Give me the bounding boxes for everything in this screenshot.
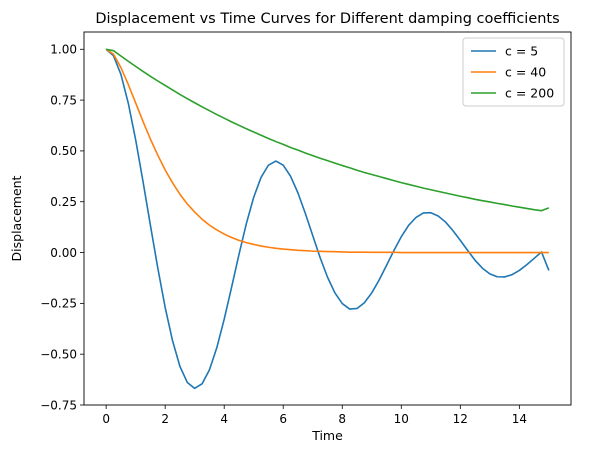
plot-frame bbox=[83, 31, 572, 406]
y-axis-ticks: −0.75 −0.50 −0.25 0.00 0.25 0.50 0.75 1.00 bbox=[40, 43, 84, 412]
y-tick-label: −0.75 bbox=[40, 398, 77, 412]
plot-area bbox=[105, 48, 550, 390]
x-axis-ticks: 0 2 4 6 8 10 12 14 bbox=[102, 405, 527, 426]
series-line-2 bbox=[105, 48, 549, 254]
y-tick-label: 0.25 bbox=[50, 195, 77, 209]
y-tick-label: 0.75 bbox=[50, 93, 77, 107]
x-tick-label: 0 bbox=[102, 412, 110, 426]
x-tick-label: 14 bbox=[512, 412, 527, 426]
legend: c = 5 c = 40 c = 200 bbox=[462, 37, 565, 107]
y-tick-label: 0.00 bbox=[50, 246, 77, 260]
x-tick-label: 12 bbox=[453, 412, 468, 426]
x-tick-label: 8 bbox=[338, 412, 346, 426]
y-tick-label: −0.50 bbox=[40, 347, 77, 361]
chart-title: Displacement vs Time Curves for Differen… bbox=[95, 11, 559, 27]
y-tick-label: −0.25 bbox=[40, 297, 77, 311]
series-line-1 bbox=[105, 48, 550, 390]
legend-label: c = 5 bbox=[505, 44, 538, 59]
legend-label: c = 200 bbox=[505, 86, 554, 101]
y-tick-label: 1.00 bbox=[50, 43, 77, 57]
series-line-3 bbox=[105, 48, 550, 212]
y-tick-label: 0.50 bbox=[50, 144, 77, 158]
legend-label: c = 40 bbox=[505, 65, 546, 80]
legend-box bbox=[462, 37, 565, 107]
x-axis-label: Time bbox=[311, 428, 343, 443]
x-tick-label: 6 bbox=[279, 412, 287, 426]
x-tick-label: 2 bbox=[161, 412, 169, 426]
y-axis-label: Displacement bbox=[9, 175, 24, 261]
x-tick-label: 4 bbox=[220, 412, 228, 426]
x-tick-label: 10 bbox=[394, 412, 409, 426]
